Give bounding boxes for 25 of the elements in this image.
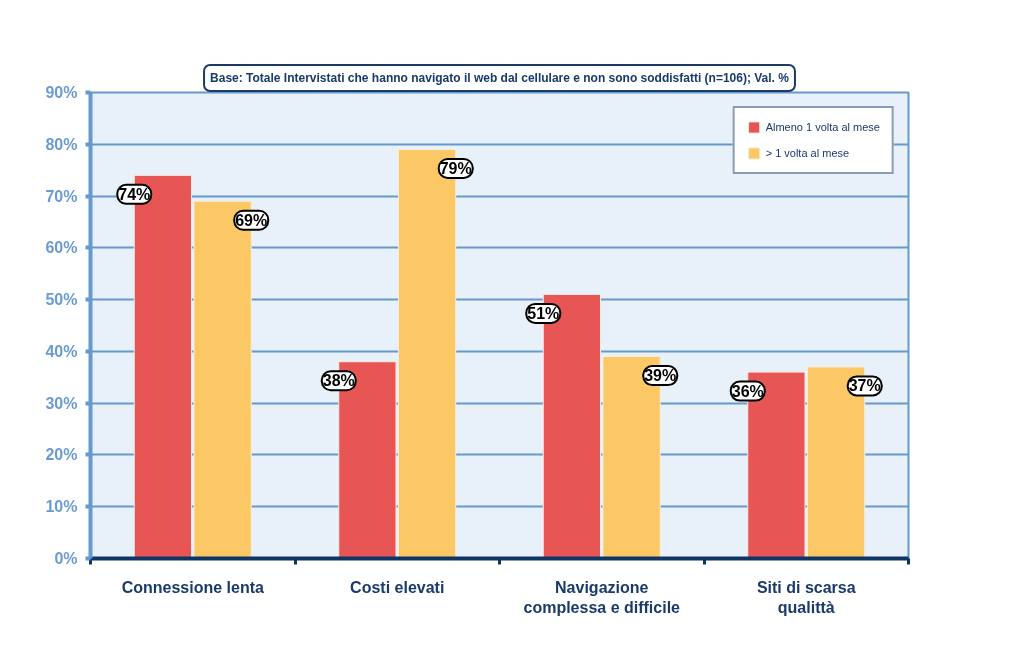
legend-label: > 1 volta al mese bbox=[765, 147, 850, 159]
data-label: 51% bbox=[527, 304, 560, 322]
data-label: 69% bbox=[235, 211, 268, 229]
y-tick-label: 90% bbox=[45, 84, 78, 101]
data-label: 36% bbox=[731, 382, 764, 400]
x-tick-label: Connessione lenta bbox=[121, 578, 264, 596]
x-tick-label: Navigazione complessa e difficile bbox=[523, 578, 681, 616]
y-tick-label: 0% bbox=[54, 550, 78, 567]
data-label: 38% bbox=[322, 372, 355, 390]
y-tick-label: 50% bbox=[45, 291, 78, 309]
data-label: 79% bbox=[439, 159, 472, 177]
y-tick-label: 80% bbox=[45, 135, 78, 153]
data-label: 37% bbox=[848, 377, 881, 395]
legend-label: Almeno 1 volta al mese bbox=[765, 121, 880, 133]
data-label: 74% bbox=[118, 185, 151, 203]
y-tick-label: 20% bbox=[45, 446, 78, 464]
x-tick-label: Costi elevati bbox=[350, 578, 445, 596]
y-tick-label: 70% bbox=[45, 187, 78, 205]
data-label: 39% bbox=[644, 367, 677, 385]
x-tick-label: Siti di scarsa qualittà bbox=[756, 578, 856, 616]
y-tick-label: 10% bbox=[45, 498, 78, 516]
chart-title: Base: Totale Intervistati che hanno navigato il web dal cellulare e non sono soddisfatti (n=106); Val. % bbox=[210, 71, 790, 85]
y-tick-label: 40% bbox=[45, 342, 78, 360]
y-tick-label: 60% bbox=[45, 239, 78, 257]
y-tick-label: 30% bbox=[45, 394, 78, 412]
